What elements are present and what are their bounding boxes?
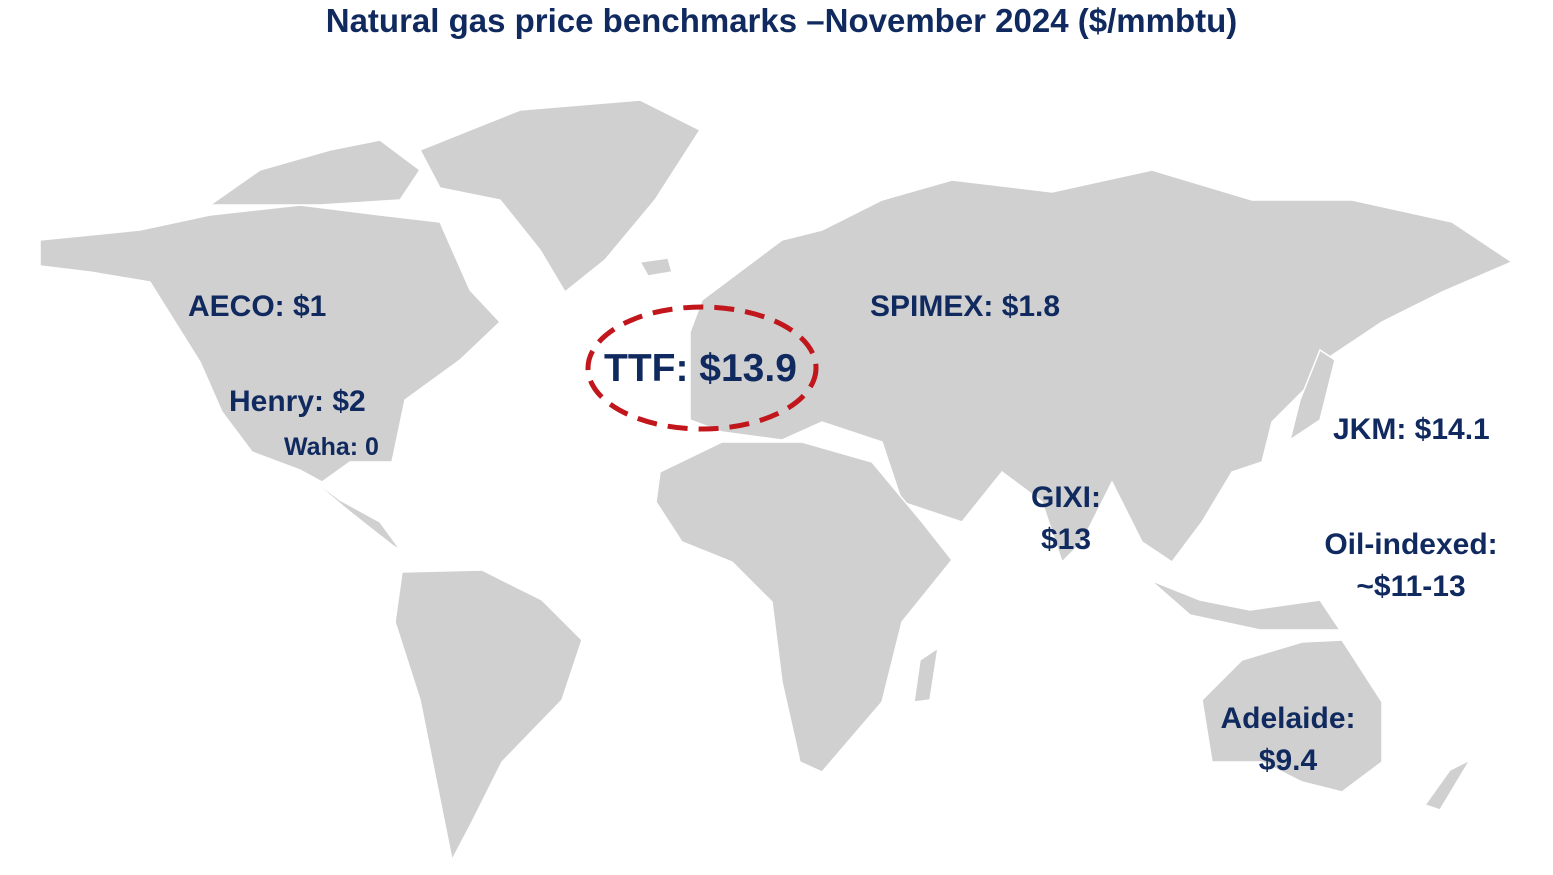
ttf-highlight-ellipse (585, 304, 819, 432)
label-jkm: JKM: $14.1 (1333, 413, 1490, 446)
south-america (394, 569, 583, 863)
japan (1288, 348, 1336, 442)
label-henry: Henry: $2 (229, 385, 366, 418)
new-zealand (1423, 758, 1472, 811)
label-ttf: TTF: $13.9 (604, 347, 797, 390)
label-oil-indexed: Oil-indexed: ~$11-13 (1318, 524, 1504, 608)
greenland (418, 99, 702, 294)
indonesia (1149, 579, 1342, 631)
central-america (299, 469, 421, 563)
canadian-arctic (207, 139, 422, 206)
africa (655, 441, 953, 773)
label-gixi: GIXI: $13 (1028, 477, 1104, 561)
madagascar (913, 646, 940, 703)
oil-indexed-name: Oil-indexed: (1324, 528, 1498, 561)
gixi-value: $13 (1040, 523, 1092, 556)
label-aeco: AECO: $1 (188, 290, 327, 323)
label-adelaide: Adelaide: $9.4 (1214, 698, 1362, 782)
map-title: Natural gas price benchmarks –November 2… (325, 2, 1238, 39)
adelaide-name: Adelaide: (1220, 702, 1356, 735)
adelaide-value: $9.4 (1258, 744, 1318, 777)
iceland (638, 257, 673, 277)
gixi-name: GIXI: (1030, 481, 1101, 514)
label-spimex: SPIMEX: $1.8 (870, 290, 1061, 323)
australia (1201, 639, 1383, 793)
oil-indexed-value: ~$11-13 (1356, 570, 1466, 603)
eurasia (689, 169, 1514, 564)
label-waha: Waha: 0 (284, 433, 379, 461)
north-america (39, 204, 502, 483)
